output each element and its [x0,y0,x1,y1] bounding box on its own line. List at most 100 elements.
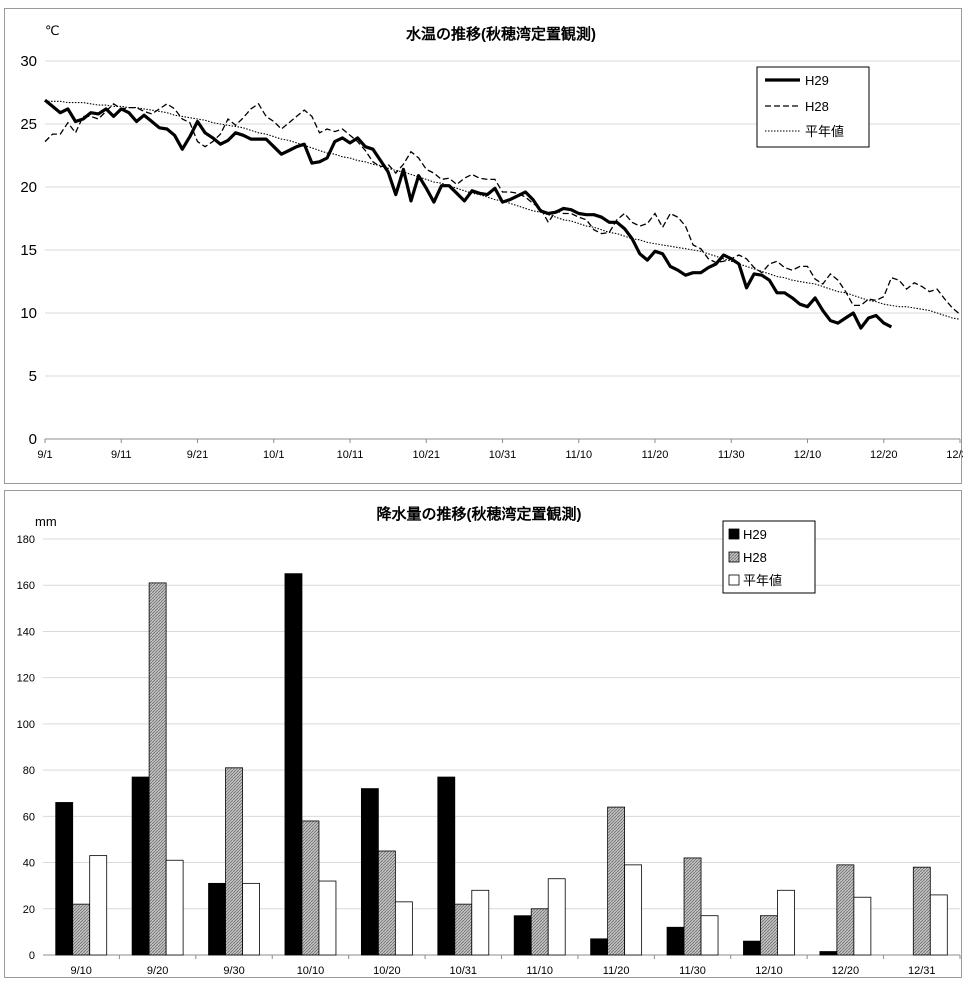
bar-normal [624,864,643,956]
x-tick-label: 11/30 [679,965,706,977]
y-tick-label: 60 [23,811,35,823]
chart-title: 降水量の推移(秋穂湾定置観測) [377,505,582,523]
legend-label: 平年値 [743,573,782,588]
bar-normal [700,915,719,956]
y-tick-label: 20 [23,904,35,916]
y-tick-label: 140 [17,626,35,638]
bar-h29 [513,915,532,956]
bar-h29 [590,938,609,956]
x-tick-label: 12/10 [755,965,783,977]
bar-normal [777,889,795,956]
x-tick-label: 12/20 [832,965,860,977]
bar-h28 [454,903,473,956]
water-temperature-plot: 水温の推移(秋穂湾定置観測) ℃ 0 5 10 15 20 25 30 9/1 9/11 9/21… [20,23,963,461]
legend: H29 H28 平年値 [722,520,816,594]
bar-h28 [377,850,396,956]
bar-h28 [836,864,855,956]
y-tick-label: 100 [17,719,35,731]
bar-h29 [743,940,761,956]
y-tick-label: 0 [29,431,37,448]
bar-h28 [607,806,626,956]
precipitation-chart: 降水量の推移(秋穂湾定置観測) mm 0 20 40 60 80 100 120 140 160… [4,490,962,978]
bar-h28 [72,903,91,956]
x-tick-label: 9/11 [111,449,132,461]
x-tick-label: 12/10 [794,449,822,461]
bar-h28 [148,582,167,956]
bar-normal [547,878,566,956]
x-tick-label: 12/20 [870,449,898,461]
x-tick-label: 12/30 [946,449,963,461]
y-axis-unit: ℃ [45,23,60,38]
y-tick-label: 80 [23,765,35,777]
bar-h29 [360,788,379,956]
series-line-h28 [44,102,961,315]
legend-label: 平年値 [805,124,844,139]
bar-h28 [530,908,549,956]
bar-h29 [131,776,150,956]
x-tick-label: 10/31 [450,965,478,977]
y-tick-label: 15 [20,242,37,259]
bar-h28 [225,767,243,956]
legend-swatch [728,574,740,586]
x-tick-label: 10/11 [337,449,364,461]
x-tick-label: 12/31 [908,965,936,977]
y-tick-label: 20 [20,179,37,196]
y-tick-label: 0 [29,950,35,962]
bar-h29 [437,776,456,956]
bar-h28 [301,820,320,956]
bar-normal [929,894,948,956]
bar-h29 [819,951,838,956]
bar-normal [471,889,490,956]
legend-label: H28 [743,550,767,565]
y-tick-label: 160 [17,580,35,592]
series-line-h29 [43,98,893,330]
x-tick-label: 11/20 [642,449,669,461]
bar-h28 [912,866,931,956]
x-tick-label: 9/30 [223,965,244,977]
y-tick-label: 40 [23,858,35,870]
y-tick-label: 5 [29,368,37,385]
y-axis-unit: mm [35,514,57,529]
y-tick-label: 10 [20,305,37,322]
water-temperature-chart: 水温の推移(秋穂湾定置観測) ℃ 0 5 10 15 20 25 30 9/1 9/11 9/21… [4,8,963,484]
bar-normal [394,901,413,956]
bar-h29 [55,802,74,956]
legend: H29 H28 平年値 [756,66,870,148]
x-tick-label: 9/20 [147,965,168,977]
x-tick-label: 9/10 [70,965,91,977]
x-tick-label: 11/30 [718,449,745,461]
x-tick-label: 10/10 [297,965,325,977]
bar-h29 [208,882,226,956]
series-line-normal [45,100,961,320]
y-tick-label: 120 [17,673,35,685]
bar-h29 [284,573,303,956]
precipitation-plot: 降水量の推移(秋穂湾定置観測) mm 0 20 40 60 80 100 120 140 160… [17,505,961,977]
y-tick-label: 25 [20,116,37,133]
legend-label: H28 [805,99,829,114]
bar-normal [89,855,108,956]
bar-normal [242,882,260,956]
bar-h28 [760,915,778,956]
x-tick-label: 9/1 [37,449,52,461]
legend-label: H29 [743,527,767,542]
y-tick-label: 180 [17,534,35,546]
bar-h29 [666,926,685,956]
x-tick-label: 11/20 [603,965,630,977]
x-tick-label: 10/1 [263,449,284,461]
x-tick-label: 9/21 [187,449,208,461]
legend-swatch [728,551,740,563]
legend-label: H29 [805,73,829,88]
x-tick-label: 11/10 [565,449,592,461]
bar-h28 [683,857,702,956]
bar-normal [165,859,184,956]
x-tick-label: 11/10 [526,965,553,977]
x-tick-label: 10/31 [489,449,517,461]
bar-normal [318,880,337,956]
y-tick-label: 30 [20,53,37,70]
legend-swatch [728,528,740,540]
chart-title: 水温の推移(秋穂湾定置観測) [406,25,596,43]
x-tick-label: 10/20 [373,965,401,977]
legend-box [756,66,870,148]
x-tick-label: 10/21 [412,449,440,461]
bar-normal [853,896,872,956]
